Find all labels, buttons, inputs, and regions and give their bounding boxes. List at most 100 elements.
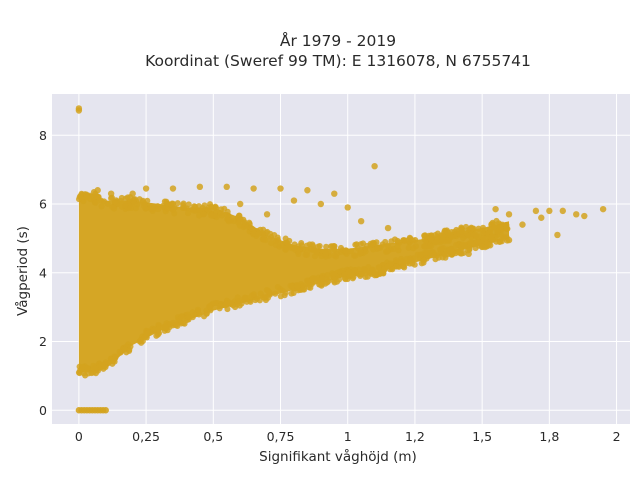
data-point — [426, 243, 433, 250]
data-point — [347, 248, 354, 255]
data-point — [92, 199, 99, 206]
data-point — [284, 239, 291, 246]
data-point — [170, 200, 177, 207]
data-point — [331, 190, 338, 197]
data-point — [217, 210, 224, 217]
data-point — [126, 346, 133, 353]
data-point — [384, 224, 392, 232]
data-point — [479, 227, 486, 234]
data-point — [389, 266, 396, 273]
data-point — [457, 250, 464, 257]
data-point — [247, 298, 254, 305]
data-point — [467, 239, 474, 246]
data-point — [503, 225, 510, 232]
data-point — [422, 232, 429, 239]
data-point — [452, 250, 459, 257]
data-point — [84, 365, 91, 372]
chart-subtitle: Koordinat (Sweref 99 TM): E 1316078, N 6… — [145, 52, 531, 70]
data-point — [331, 270, 338, 277]
data-point — [298, 242, 305, 249]
data-points — [75, 105, 607, 414]
data-point — [433, 239, 440, 246]
data-point — [294, 283, 301, 290]
data-point — [489, 236, 496, 243]
data-point — [185, 201, 192, 208]
data-point — [102, 407, 109, 414]
data-point — [275, 237, 282, 244]
data-point — [98, 203, 105, 210]
data-point — [192, 203, 199, 210]
x-tick-label: 1,8 — [539, 429, 559, 444]
data-point — [599, 205, 607, 213]
data-point — [85, 370, 92, 377]
data-point — [357, 250, 364, 257]
data-point — [546, 207, 553, 215]
y-tick-label: 2 — [39, 334, 47, 349]
data-point — [435, 254, 442, 261]
data-point — [345, 268, 352, 275]
x-tick-label: 1,5 — [472, 429, 492, 444]
data-point — [448, 246, 455, 253]
data-point — [264, 287, 271, 294]
data-point — [538, 214, 545, 221]
data-point — [409, 237, 416, 244]
data-point — [233, 301, 240, 308]
data-point — [360, 265, 367, 272]
data-point — [278, 242, 285, 249]
data-point — [432, 231, 439, 238]
data-point — [357, 217, 365, 225]
data-point — [131, 196, 138, 203]
data-point — [442, 227, 449, 234]
data-point — [303, 242, 310, 249]
data-point — [206, 303, 213, 310]
data-point — [371, 162, 378, 170]
x-axis-ticks: 0 0,25 0,5 0,75 1 1,2 1,5 1,8 2 — [75, 429, 621, 444]
data-point — [117, 197, 124, 204]
data-point — [93, 193, 100, 200]
data-point — [230, 218, 237, 225]
data-point — [375, 264, 382, 271]
data-point — [342, 247, 349, 254]
data-point — [178, 314, 185, 321]
y-axis-ticks: 0 2 4 6 8 — [39, 128, 47, 418]
data-point — [212, 299, 219, 306]
data-point — [497, 224, 504, 231]
y-tick-label: 0 — [39, 403, 47, 418]
data-point — [448, 229, 455, 236]
data-point — [77, 367, 84, 374]
data-point — [505, 236, 513, 244]
data-point — [316, 281, 323, 288]
data-point — [497, 238, 504, 245]
data-point — [478, 243, 486, 251]
x-tick-label: 1 — [344, 429, 352, 444]
data-point — [236, 200, 244, 208]
data-point — [492, 205, 499, 213]
data-point — [317, 200, 325, 208]
data-point — [221, 205, 228, 212]
x-axis-title: Signifikant våghöjd (m) — [259, 448, 417, 465]
data-point — [132, 205, 139, 212]
data-point — [384, 248, 391, 255]
data-point — [334, 278, 341, 285]
data-point — [318, 253, 325, 260]
data-point — [203, 310, 210, 317]
data-point — [291, 241, 298, 248]
x-tick-label: 0,75 — [267, 429, 295, 444]
y-axis-title: Vågperiod (s) — [14, 226, 31, 316]
data-point — [141, 203, 148, 210]
data-point — [404, 255, 411, 262]
y-tick-label: 8 — [39, 128, 47, 143]
data-point — [255, 230, 262, 237]
data-point — [184, 210, 191, 217]
y-tick-label: 6 — [39, 197, 47, 212]
data-point — [439, 236, 446, 243]
data-point — [272, 290, 279, 297]
data-point — [333, 250, 340, 257]
data-point — [309, 241, 316, 248]
data-point — [465, 250, 472, 258]
data-point — [77, 193, 84, 200]
data-point — [223, 183, 230, 191]
data-point — [423, 249, 430, 256]
chart-title: År 1979 - 2019 — [280, 31, 396, 50]
